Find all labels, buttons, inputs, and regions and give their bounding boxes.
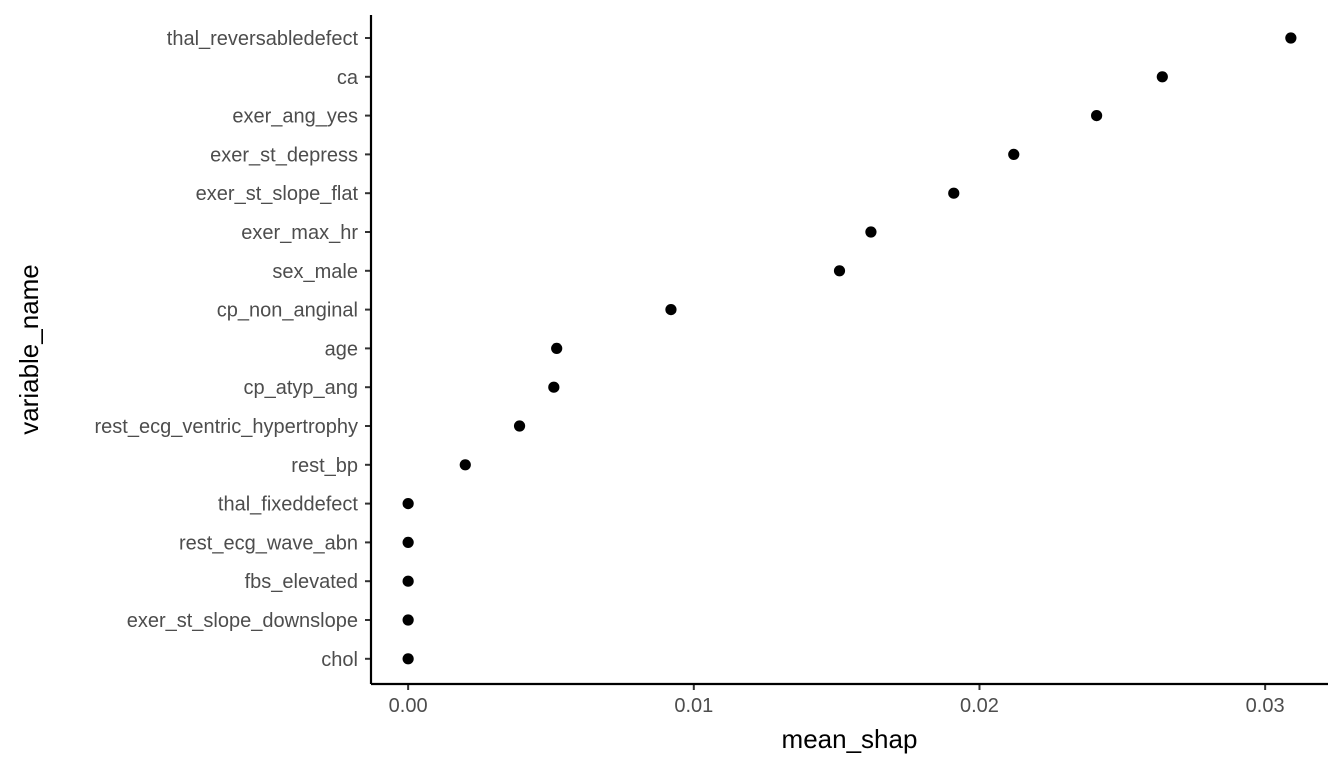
data-point (513, 420, 526, 432)
y-tick-label: chol (321, 649, 358, 671)
y-tick-label: cp_atyp_ang (243, 377, 358, 399)
y-axis-title: variable_name (14, 264, 44, 435)
x-tick-label: 0.03 (1246, 695, 1285, 717)
data-point (1008, 148, 1020, 160)
y-tick-label: rest_bp (291, 455, 358, 477)
y-tick-label: age (325, 338, 358, 360)
data-point (1285, 32, 1297, 44)
data-point (402, 536, 414, 549)
y-tick-label: exer_max_hr (241, 222, 358, 244)
data-point (402, 498, 414, 510)
data-point (1156, 71, 1168, 83)
data-point (402, 653, 414, 665)
x-axis-title: mean_shap (782, 724, 918, 754)
data-point (402, 614, 414, 626)
y-tick-label: cp_non_anginal (217, 300, 358, 322)
y-tick-label: thal_reversabledefect (167, 28, 359, 50)
data-point (665, 304, 677, 316)
y-tick-label: fbs_elevated (245, 571, 358, 593)
y-tick-label: exer_st_slope_downslope (127, 610, 358, 632)
y-tick-label: rest_ecg_wave_abn (179, 532, 358, 554)
y-tick-label: rest_ecg_ventric_hypertrophy (95, 416, 358, 438)
y-tick-label: exer_st_depress (210, 144, 358, 166)
x-tick-label: 0.00 (389, 695, 428, 717)
data-point (551, 342, 563, 354)
x-axis-ticks: 0.00 0.01 0.02 0.03 (389, 684, 1285, 717)
y-tick-label: ca (337, 67, 359, 89)
data-point (459, 459, 471, 471)
data-point (548, 381, 560, 393)
data-point (402, 575, 414, 587)
data-point (1091, 110, 1103, 122)
data-point (833, 265, 846, 277)
data-point (948, 187, 960, 199)
y-tick-label: sex_male (272, 261, 358, 283)
x-tick-label: 0.02 (960, 695, 999, 717)
data-points (402, 32, 1297, 665)
x-tick-label: 0.01 (674, 695, 713, 717)
y-tick-label: exer_ang_yes (232, 106, 358, 128)
y-tick-label: exer_st_slope_flat (196, 183, 359, 205)
data-point (865, 226, 877, 238)
y-tick-label: thal_fixeddefect (218, 494, 359, 516)
